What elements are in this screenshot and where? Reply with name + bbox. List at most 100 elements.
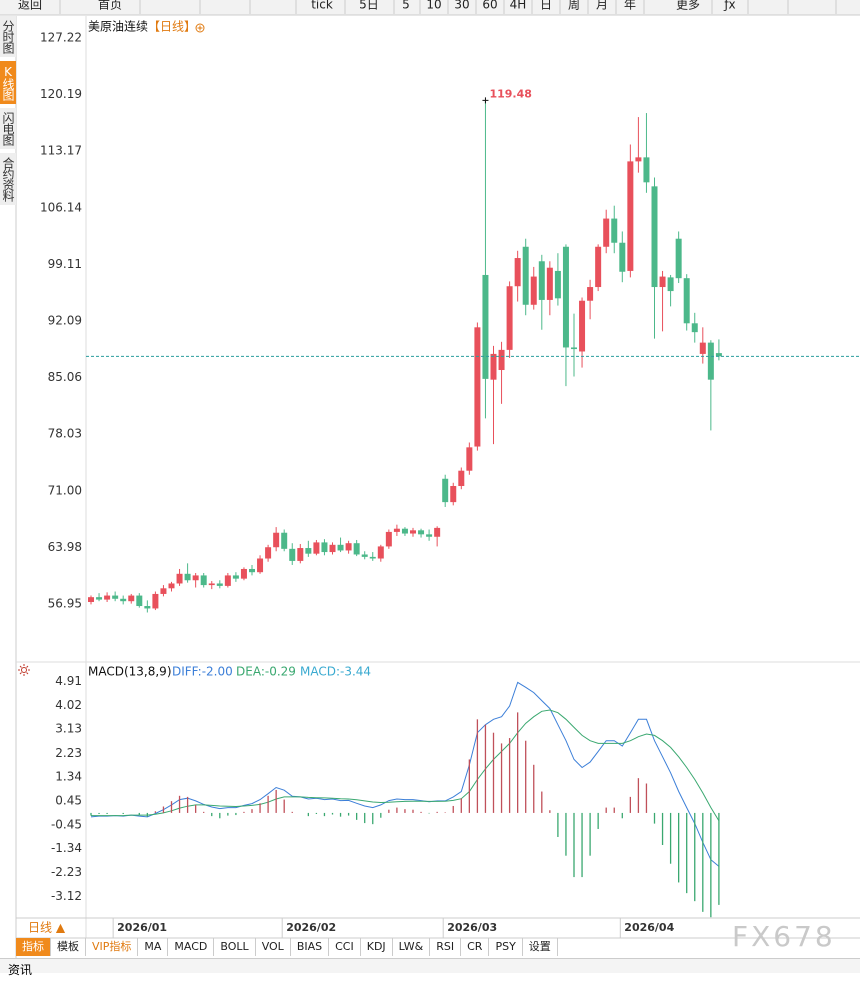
toolbar-item[interactable]: 60	[482, 0, 497, 12]
add-icon[interactable]	[195, 23, 205, 33]
candle-body	[88, 597, 94, 603]
candle-body	[506, 286, 513, 350]
toolbar-item[interactable]: 返回	[18, 0, 42, 12]
period-selector[interactable]: 日线 ▲	[28, 921, 66, 935]
x-tick-label: 2026/04	[624, 921, 674, 934]
toolbar-item[interactable]: 更多	[676, 0, 700, 12]
indicator-tab[interactable]: CR	[461, 938, 490, 956]
toolbar-bg	[0, 0, 860, 15]
candle-body	[345, 543, 352, 551]
toolbar-item[interactable]: 首页	[98, 0, 122, 12]
candle-body	[329, 544, 336, 553]
candle-body	[562, 246, 569, 348]
chart-title: 美原油连续	[88, 19, 148, 34]
indicator-tab[interactable]: VIP指标	[86, 938, 139, 956]
toolbar-item[interactable]: 4H	[510, 0, 527, 12]
candle-body	[208, 583, 215, 586]
indicator-tab[interactable]: MA	[138, 938, 169, 956]
indicator-tab[interactable]: PSY	[489, 938, 523, 956]
candle-body	[144, 606, 151, 609]
candle-body	[273, 532, 280, 548]
legend-entry: DIFF:-2.00	[172, 665, 233, 679]
candle-body	[635, 157, 642, 162]
annotation-marker	[482, 97, 489, 104]
y-tick-label: 63.98	[48, 540, 82, 554]
candle-body	[498, 349, 505, 371]
candle-body	[691, 323, 698, 333]
candle-body	[538, 261, 545, 300]
sidebar-tab[interactable]: K线图	[0, 61, 16, 104]
y-tick-label: 78.03	[48, 427, 82, 441]
watermark: FX678	[732, 920, 836, 953]
toolbar-item[interactable]: 30	[454, 0, 469, 12]
candle-body	[603, 218, 610, 247]
candle-body	[160, 588, 167, 594]
sidebar: 分时图 K线图闪电图合约资料	[0, 16, 16, 209]
add-icon-cross	[197, 25, 203, 31]
x-tick-label: 2026/01	[117, 921, 167, 934]
sidebar-tab[interactable]: 分时图	[0, 16, 16, 57]
candle-body	[514, 258, 521, 287]
settings-icon[interactable]	[18, 664, 30, 676]
y-tick-label: 0.45	[55, 793, 82, 807]
candle-body	[450, 486, 457, 503]
toolbar-item[interactable]: tick	[311, 0, 333, 12]
candle-body	[192, 575, 199, 581]
toolbar-item[interactable]: 5	[402, 0, 410, 12]
candle-body	[232, 575, 239, 579]
candle-body	[434, 527, 441, 537]
candle-body	[426, 534, 433, 537]
toolbar-item[interactable]: 年	[624, 0, 636, 12]
indicator-tab[interactable]: LW&	[393, 938, 431, 956]
candle-body	[249, 568, 255, 573]
candle-body	[627, 161, 634, 271]
indicator-tab[interactable]: MACD	[168, 938, 215, 956]
candle-body	[377, 546, 384, 559]
y-tick-label: 4.02	[55, 698, 82, 712]
footer: 资讯	[0, 958, 860, 977]
indicator-tabs: 指标 模板 VIP指标 MA MACD BOLL VOL BIAS CCI KDJ LW& RSI CR…	[16, 938, 558, 956]
indicator-tab[interactable]: BOLL	[214, 938, 256, 956]
y-tick-label: -3.12	[51, 889, 82, 903]
footer-tab[interactable]: 资讯	[8, 963, 33, 977]
sidebar-tab[interactable]: 闪电图	[0, 108, 16, 149]
candle-body	[281, 532, 288, 549]
indicator-tab[interactable]: BIAS	[291, 938, 330, 956]
candle-body	[184, 573, 191, 581]
toolbar-item[interactable]: 日	[540, 0, 552, 12]
candle-body	[643, 157, 650, 183]
legend-entry: MACD:-3.44	[300, 665, 371, 679]
y-tick-label: 127.22	[40, 30, 82, 44]
y-tick-label: 1.34	[55, 770, 82, 784]
toolbar-item[interactable]: ƒx	[723, 0, 735, 12]
indicator-tab[interactable]: KDJ	[361, 938, 393, 956]
y-tick-label: 71.00	[48, 483, 82, 497]
candle-body	[442, 478, 449, 503]
indicator-tab[interactable]: 设置	[523, 938, 558, 956]
candle-body	[595, 246, 602, 288]
y-tick-label: 106.14	[40, 200, 82, 214]
candle-body	[369, 556, 376, 559]
candle-body	[216, 583, 223, 586]
candle-body	[651, 186, 658, 288]
candle-body	[152, 593, 159, 609]
toolbar-item[interactable]: 周	[568, 0, 580, 12]
indicator-tab[interactable]: VOL	[256, 938, 291, 956]
chart-period: 【日线】	[148, 20, 196, 34]
indicator-tab[interactable]: 模板	[51, 938, 86, 956]
y-tick-label: 92.09	[48, 313, 82, 327]
toolbar-item[interactable]: 10	[426, 0, 441, 12]
candle-body	[136, 595, 143, 607]
indicator-tab[interactable]: RSI	[430, 938, 462, 956]
indicator-tab[interactable]: 指标	[16, 938, 51, 956]
candle-body	[659, 276, 666, 288]
candle-body	[104, 595, 111, 600]
x-tick-label: 2026/02	[286, 921, 336, 934]
candle-body	[707, 342, 714, 380]
sidebar-tab[interactable]: 合约资料	[0, 153, 16, 205]
candle-body	[393, 528, 400, 532]
indicator-tab[interactable]: CCI	[329, 938, 361, 956]
toolbar-item[interactable]: 5日	[359, 0, 379, 12]
toolbar-item[interactable]: 月	[596, 0, 608, 12]
